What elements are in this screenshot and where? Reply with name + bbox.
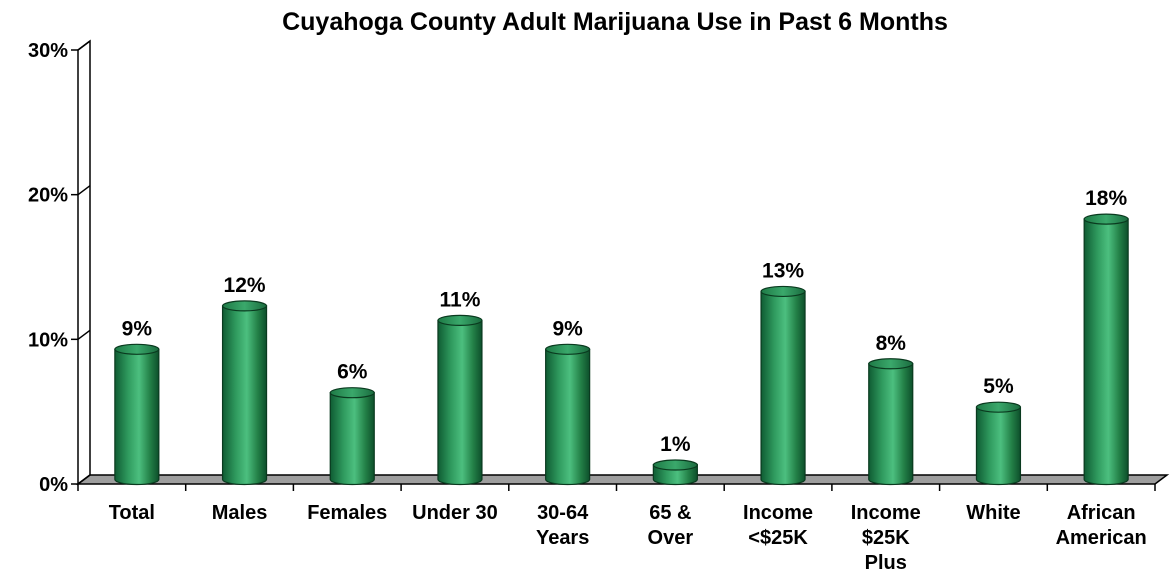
bar [329, 392, 375, 486]
bar-cap [221, 300, 268, 312]
category-label: Income [851, 502, 921, 524]
bar-cap [329, 387, 375, 399]
bar-cap [975, 401, 1022, 413]
labels: 9% Total 12% Males 6% Females 11% Under 30 9% 30-… [109, 187, 1147, 574]
y-tick-depth [77, 474, 91, 485]
data-label: 11% [440, 288, 481, 311]
bar-cap [114, 343, 160, 355]
category-label: Males [212, 502, 268, 524]
y-tick-label: 30% [28, 40, 68, 62]
bar [221, 305, 268, 486]
category-label: 30-64 [537, 502, 589, 524]
y-tick-depth [77, 40, 91, 51]
category-label: Income [743, 502, 813, 524]
category-label: Females [307, 502, 387, 524]
data-label: 6% [337, 361, 368, 384]
chart-title: Cuyahoga County Adult Marijuana Use in P… [282, 8, 948, 36]
bars [114, 213, 1129, 486]
category-label: <$25K [748, 527, 808, 549]
y-axis-wall [77, 39, 91, 486]
bar [760, 290, 806, 486]
bar-cap [868, 358, 914, 370]
bar [1083, 218, 1129, 486]
bar [437, 319, 483, 486]
data-label: 8% [876, 332, 907, 355]
bar-cap [545, 343, 591, 355]
bar [868, 363, 914, 486]
bar-cap [760, 285, 806, 298]
y-tick-label: 0% [39, 474, 68, 496]
bar-cap [437, 314, 483, 326]
data-label: 9% [552, 317, 583, 340]
bar-cap [1083, 213, 1129, 225]
data-label: 9% [122, 317, 153, 340]
y-tick-depth [77, 329, 91, 340]
bar [114, 348, 160, 486]
category-label: Years [536, 527, 589, 549]
category-label: Plus [865, 552, 907, 574]
data-label: 13% [762, 259, 804, 282]
y-tick-depth [77, 185, 91, 196]
category-label: Total [109, 502, 155, 524]
category-label: 65 & [649, 502, 691, 524]
bar [545, 348, 591, 486]
y-tick-label: 20% [28, 185, 68, 207]
bar-cap [652, 459, 698, 471]
data-label: 1% [660, 433, 691, 456]
category-label: African [1067, 502, 1136, 524]
category-label: Under 30 [412, 502, 498, 524]
data-label: 12% [224, 274, 266, 297]
category-label: White [966, 502, 1020, 524]
data-label: 5% [983, 375, 1014, 398]
category-label: Over [648, 527, 694, 549]
category-label: American [1056, 527, 1147, 549]
data-label: 18% [1085, 187, 1127, 210]
y-tick-label: 10% [28, 329, 68, 351]
category-label: $25K [862, 527, 910, 549]
bar [975, 406, 1022, 486]
